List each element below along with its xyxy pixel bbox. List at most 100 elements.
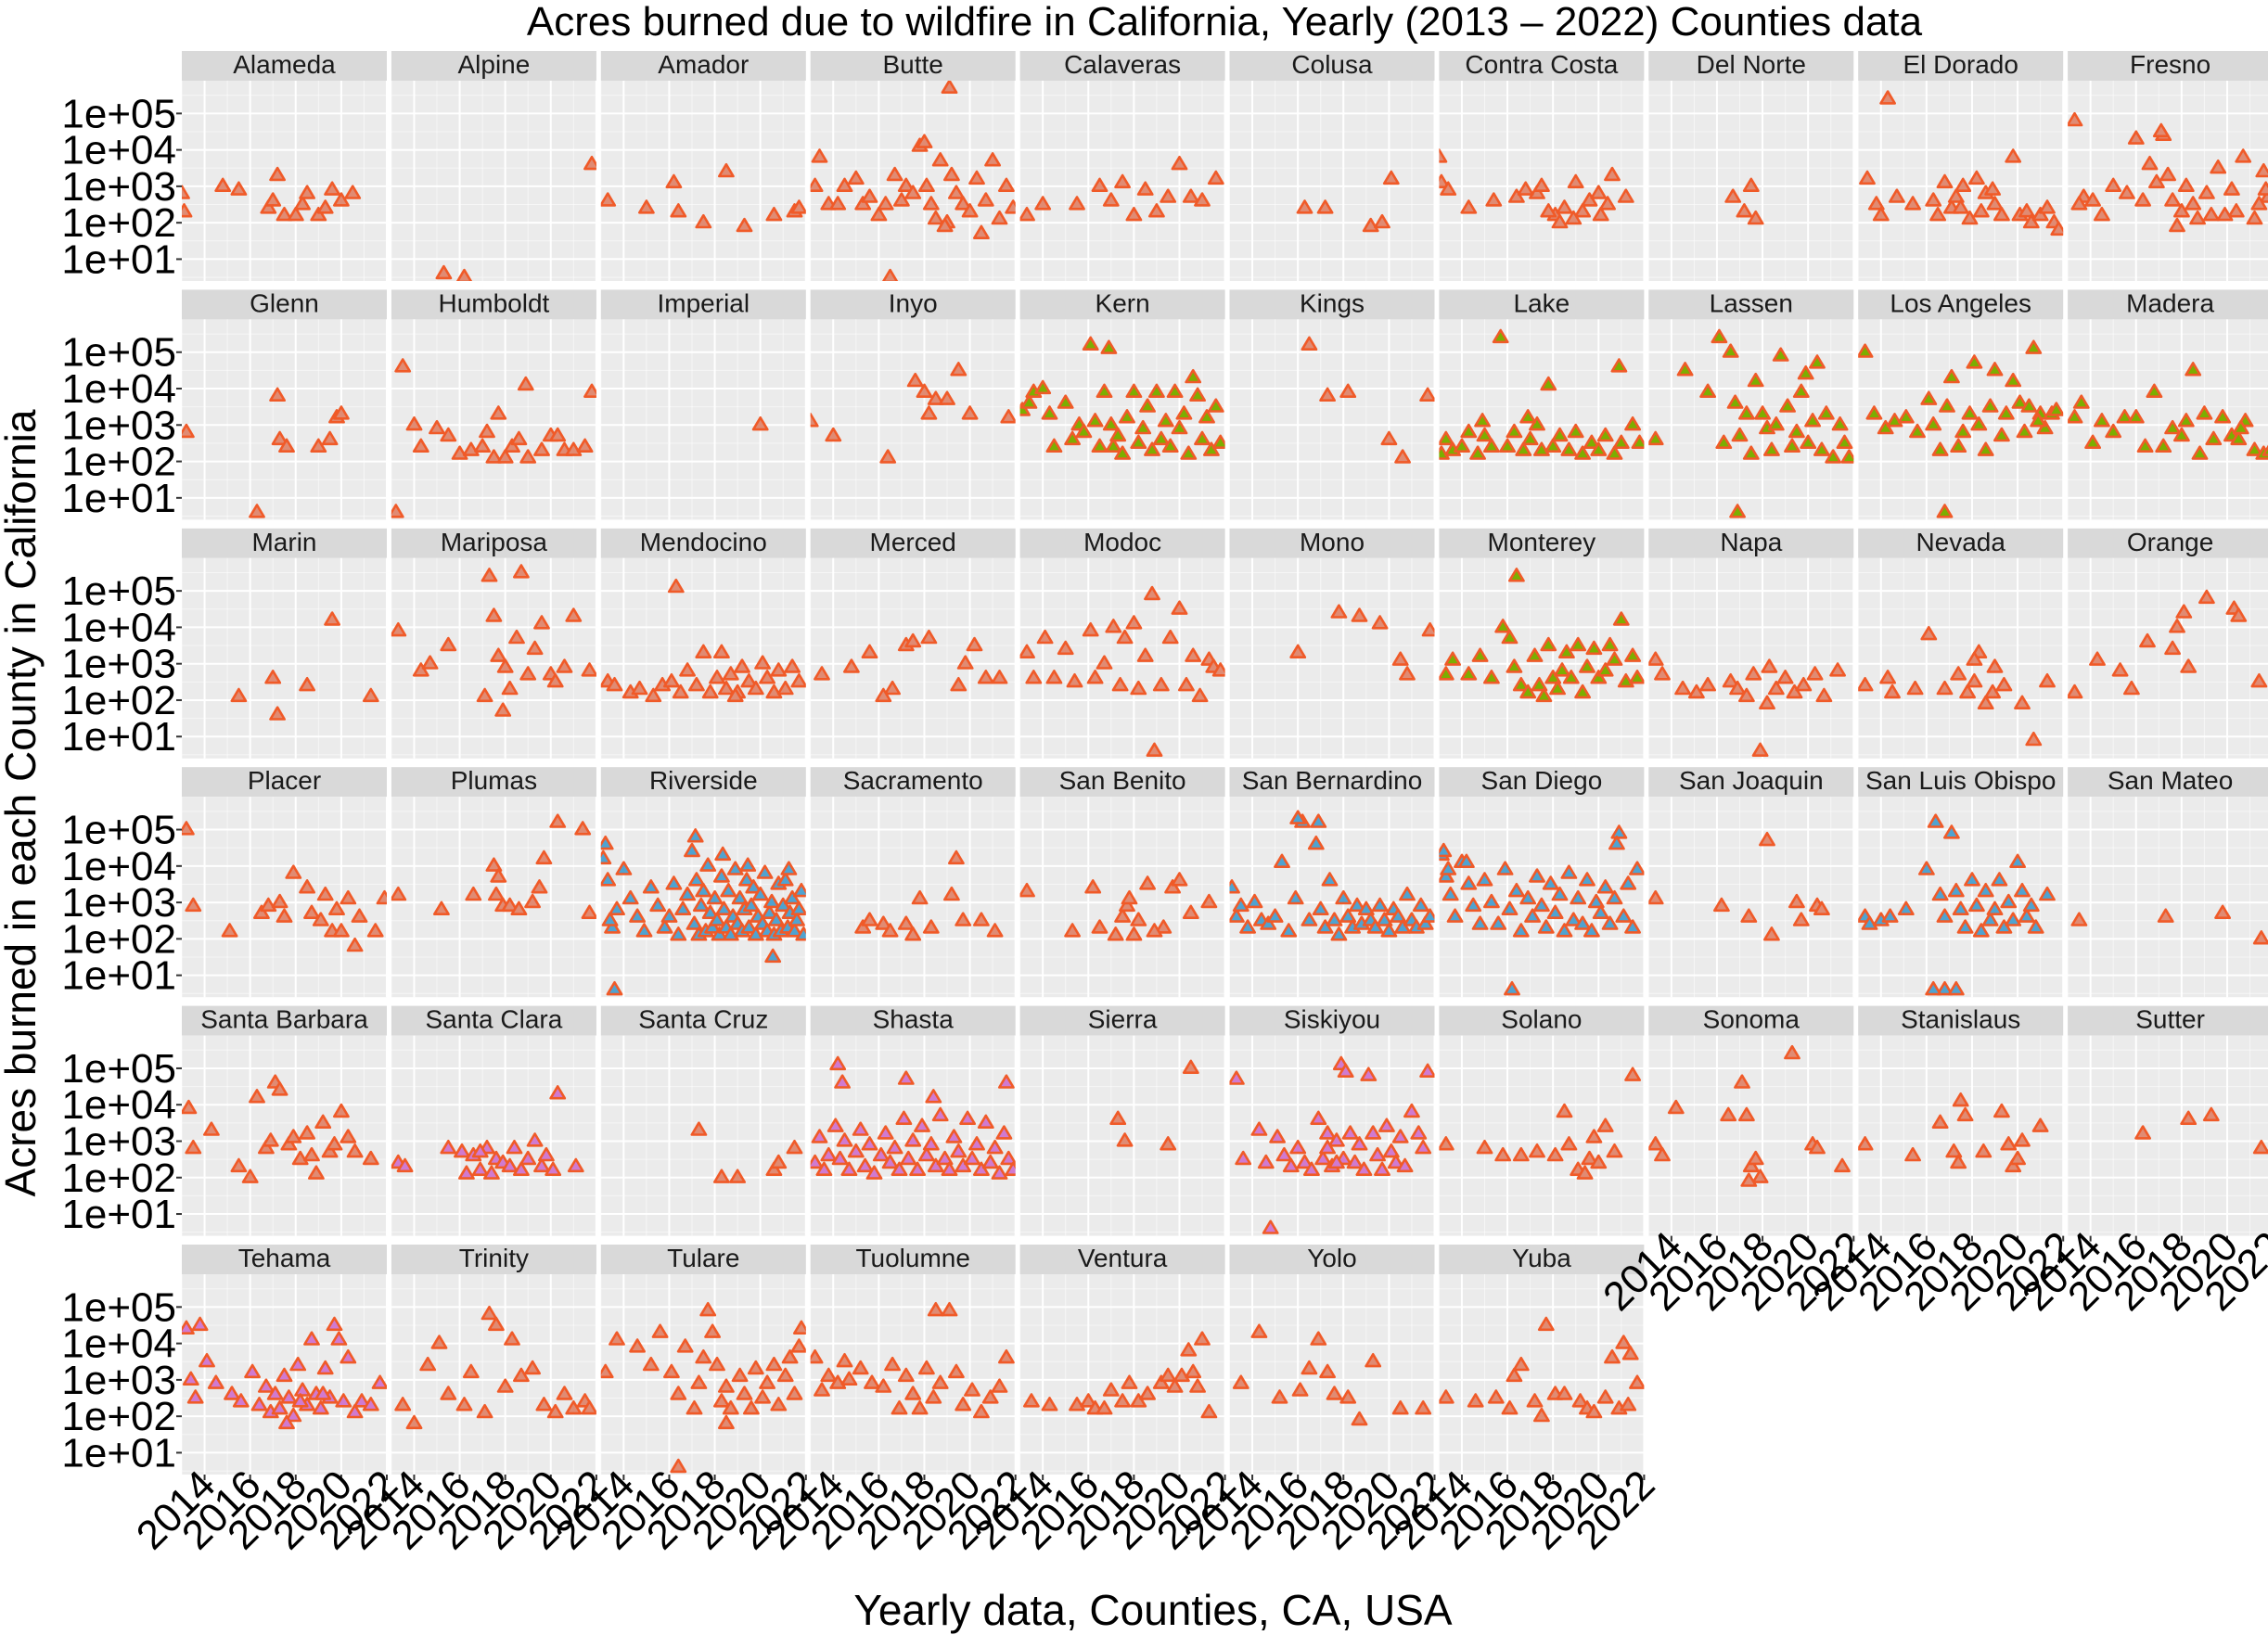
- data-point: [487, 1316, 505, 1332]
- data-point: [897, 915, 915, 930]
- data-point: [629, 908, 647, 923]
- data-point: [1100, 339, 1118, 354]
- data-point: [2018, 908, 2035, 923]
- data-point: [1148, 203, 1165, 218]
- y-tick-label: 1e+05: [61, 568, 176, 614]
- data-point: [1064, 430, 1081, 446]
- data-point: [1326, 912, 1343, 926]
- data-point: [2223, 181, 2240, 196]
- data-point: [1506, 423, 1523, 439]
- data-point: [704, 1323, 722, 1338]
- data-point: [1357, 901, 1375, 916]
- y-tick-label: 1e+02: [61, 678, 176, 723]
- facet-panel: Siskiyou: [1229, 1005, 1436, 1236]
- data-point: [754, 655, 772, 670]
- data-point: [1440, 181, 1457, 196]
- data-point: [2210, 160, 2227, 174]
- points-group: [391, 564, 596, 717]
- facet-panel: Merced: [810, 528, 1017, 759]
- data-point: [961, 203, 979, 218]
- data-point: [810, 1349, 824, 1364]
- data-point: [1494, 1146, 1512, 1162]
- data-point: [2260, 188, 2268, 203]
- data-point: [266, 1386, 284, 1400]
- y-tick-label: 1e+02: [61, 1394, 176, 1439]
- data-point: [531, 879, 548, 894]
- data-point: [956, 655, 974, 670]
- data-point: [665, 173, 683, 189]
- data-point: [269, 166, 287, 182]
- data-point: [895, 1110, 913, 1125]
- data-point: [931, 1374, 949, 1389]
- data-point: [790, 199, 806, 214]
- facet-strip-label: San Luis Obispo: [1865, 766, 2056, 795]
- points-group: [1648, 831, 1830, 941]
- data-point: [1751, 1169, 1769, 1183]
- chart-title: Acres burned due to wildfire in Californ…: [527, 0, 1923, 45]
- data-point: [2123, 680, 2140, 696]
- data-point: [512, 564, 530, 579]
- data-point: [984, 152, 1001, 167]
- data-point: [1945, 1143, 1963, 1158]
- data-point: [1086, 670, 1104, 684]
- facet-panel: Trinity: [391, 1244, 597, 1475]
- panel-background: [810, 1274, 1016, 1475]
- y-tick-label: 1e+04: [61, 1082, 176, 1128]
- data-point: [792, 1320, 806, 1335]
- data-point: [549, 427, 567, 442]
- data-point: [1968, 897, 1985, 913]
- data-point: [1570, 636, 1587, 652]
- data-point: [533, 1157, 550, 1173]
- data-point: [419, 1356, 437, 1372]
- facet-strip-label: Butte: [883, 50, 943, 79]
- data-point: [1724, 188, 1742, 203]
- data-point: [1726, 394, 1744, 409]
- data-point: [1968, 170, 1985, 185]
- data-point: [1745, 666, 1762, 681]
- facet-strip: [391, 767, 596, 798]
- data-point: [1631, 434, 1645, 450]
- data-point: [1872, 207, 1890, 222]
- facet-strip: [1648, 528, 1854, 558]
- data-point: [2009, 1150, 2026, 1166]
- data-point: [549, 813, 567, 828]
- data-point: [1519, 889, 1537, 905]
- data-point: [765, 207, 783, 222]
- data-point: [346, 1143, 364, 1158]
- points-group: [814, 629, 1008, 703]
- data-point: [1784, 1044, 1800, 1060]
- data-point: [1096, 383, 1113, 399]
- data-point: [232, 1393, 250, 1408]
- data-point: [917, 177, 935, 192]
- data-point: [1487, 1389, 1505, 1404]
- data-point: [182, 203, 193, 218]
- data-point: [906, 372, 924, 388]
- data-point: [1166, 1378, 1184, 1393]
- data-point: [840, 1161, 858, 1176]
- data-point: [1139, 1386, 1156, 1400]
- data-point: [2084, 192, 2101, 207]
- data-point: [950, 676, 967, 692]
- data-point: [2005, 1157, 2022, 1173]
- data-point: [182, 1320, 195, 1335]
- data-point: [973, 912, 990, 926]
- facet-panel: Sutter: [2067, 1005, 2268, 1236]
- data-point: [330, 1331, 348, 1346]
- data-point: [581, 662, 596, 677]
- data-point: [788, 912, 805, 926]
- data-point: [2173, 427, 2190, 442]
- data-point: [1246, 893, 1263, 909]
- points-group: [1724, 177, 1764, 225]
- data-point: [1840, 449, 1854, 464]
- facet-strip: [1439, 528, 1645, 558]
- data-point: [1194, 192, 1211, 207]
- data-point: [1977, 441, 1994, 456]
- data-point: [2152, 122, 2170, 138]
- data-point: [759, 670, 776, 684]
- data-point: [722, 666, 739, 681]
- data-point: [1754, 405, 1771, 420]
- data-point: [927, 1157, 944, 1173]
- data-point: [670, 203, 687, 218]
- data-point: [1211, 662, 1225, 677]
- data-point: [1191, 687, 1209, 703]
